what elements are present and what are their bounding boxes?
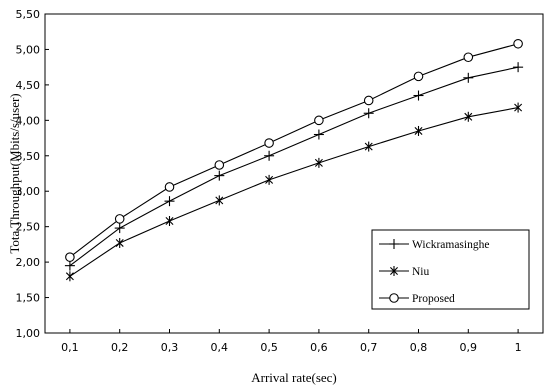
y-axis-title: Tota Throughput(Mbits/s/user)	[7, 93, 22, 253]
y-tick-label: 1,50	[16, 292, 41, 305]
point-marker	[414, 72, 423, 81]
x-tick-label: 0,3	[161, 341, 179, 354]
point-marker	[265, 139, 274, 148]
y-tick-label: 5,50	[16, 8, 41, 21]
point-marker	[364, 96, 373, 105]
x-tick-label: 0,9	[460, 341, 478, 354]
point-marker	[464, 53, 473, 62]
legend-label: Wickramasinghe	[412, 239, 489, 251]
point-marker	[215, 161, 224, 170]
x-axis-title: Arrival rate(sec)	[251, 370, 337, 385]
y-tick-label: 2,00	[16, 256, 41, 269]
series-proposed	[66, 40, 523, 262]
y-tick-label: 4,50	[16, 79, 41, 92]
point-marker	[115, 215, 124, 224]
x-tick-label: 0,7	[360, 341, 378, 354]
x-tick-label: 0,6	[310, 341, 328, 354]
x-tick-label: 0,1	[61, 341, 79, 354]
x-tick-label: 0,5	[260, 341, 278, 354]
legend: Wickramasinghe Niu Proposed	[372, 230, 529, 309]
x-tick-label: 0,2	[111, 341, 129, 354]
legend-label: Proposed	[412, 293, 455, 305]
point-marker	[66, 253, 75, 262]
point-marker	[315, 116, 324, 125]
x-tick-label: 0,8	[410, 341, 428, 354]
point-marker	[390, 294, 399, 303]
x-tick-label: 1	[515, 341, 522, 354]
legend-label: Niu	[412, 266, 430, 278]
x-tick-label: 0,4	[211, 341, 229, 354]
point-marker	[514, 40, 523, 49]
y-tick-label: 1,00	[16, 327, 41, 340]
series-line	[70, 44, 518, 257]
y-tick-label: 5,00	[16, 43, 41, 56]
point-marker	[165, 183, 174, 192]
